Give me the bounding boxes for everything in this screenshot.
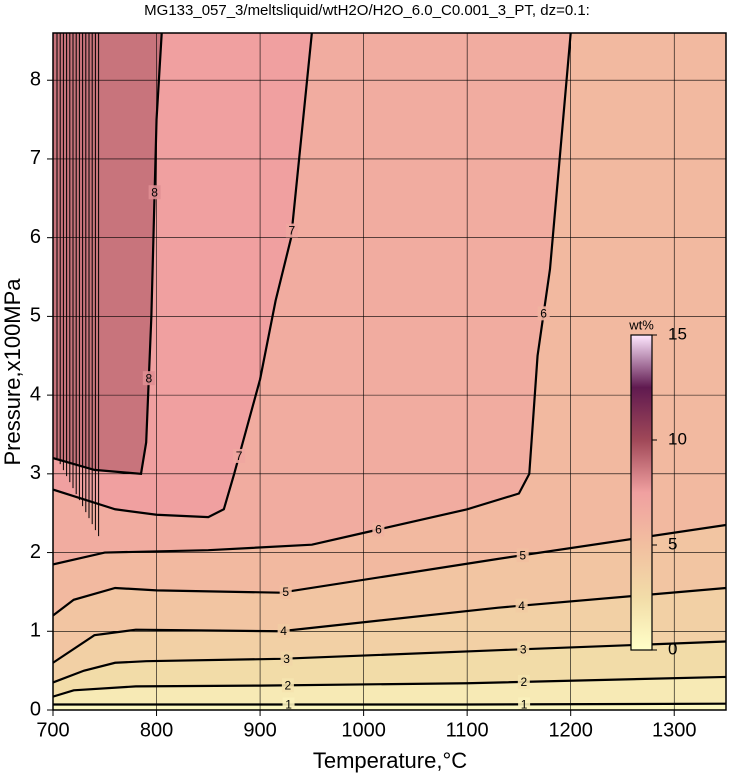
contour-label: 3 bbox=[283, 652, 290, 666]
contour-label-bg bbox=[285, 223, 298, 238]
contour-band bbox=[53, 33, 726, 710]
contour-label-bg bbox=[277, 623, 290, 638]
colorbar-label: wt% bbox=[628, 317, 654, 332]
chart-title: MG133_057_3/meltsliquid/wtH2O/H2O_6.0_C0… bbox=[144, 2, 590, 19]
contour-band bbox=[53, 33, 162, 474]
x-tick-label: 1300 bbox=[652, 719, 697, 741]
plot-frame bbox=[52, 32, 727, 711]
contour-label: 2 bbox=[285, 678, 292, 692]
x-tick-label: 900 bbox=[243, 719, 276, 741]
y-tick-label: 4 bbox=[30, 383, 41, 405]
x-tick-label: 700 bbox=[36, 719, 69, 741]
contour-line bbox=[53, 586, 726, 664]
contour-label-bg bbox=[142, 371, 155, 386]
contour-label: 2 bbox=[520, 675, 527, 689]
contour-line bbox=[53, 523, 726, 617]
contour-label-bg bbox=[537, 306, 550, 321]
x-tick-label: 1200 bbox=[548, 719, 593, 741]
colorbar-tick-label: 5 bbox=[668, 534, 677, 553]
contour-label: 7 bbox=[236, 449, 243, 463]
y-tick-label: 7 bbox=[30, 147, 41, 169]
contour-label-bg bbox=[280, 651, 293, 666]
contour-label-bg bbox=[282, 697, 295, 710]
colorbar-tick-label: 10 bbox=[668, 429, 687, 448]
contour-label-bg bbox=[279, 584, 292, 599]
x-tick-label: 1100 bbox=[446, 719, 489, 741]
contour-label: 6 bbox=[375, 523, 382, 537]
y-tick-label: 8 bbox=[30, 69, 41, 91]
contour-line bbox=[53, 702, 726, 706]
x-tick-label: 800 bbox=[140, 719, 173, 741]
contour-label: 8 bbox=[145, 371, 152, 385]
contour-label-bg bbox=[148, 185, 161, 200]
contour-line bbox=[53, 33, 163, 476]
contour-label: 8 bbox=[151, 185, 158, 199]
colorbar-tick-label: 0 bbox=[668, 639, 677, 658]
contour-label: 1 bbox=[521, 697, 528, 711]
contour-label: 5 bbox=[519, 548, 526, 562]
contour-band bbox=[53, 33, 726, 710]
contour-label-bg bbox=[517, 674, 530, 689]
colorbar-tick-label: 15 bbox=[668, 324, 687, 343]
y-tick-label: 5 bbox=[30, 305, 41, 327]
contour-line bbox=[53, 33, 313, 519]
contour-label: 4 bbox=[518, 599, 525, 613]
contour-label: 7 bbox=[289, 224, 296, 238]
contour-label-bg bbox=[372, 522, 385, 537]
contour-label-bg bbox=[233, 448, 246, 463]
y-tick-label: 6 bbox=[30, 226, 41, 248]
colorbar bbox=[630, 334, 653, 651]
contour-label-bg bbox=[516, 548, 529, 563]
contour-label-bg bbox=[281, 678, 294, 693]
contour-label-bg bbox=[515, 598, 528, 613]
y-axis-label: Pressure,x100MPa bbox=[0, 278, 25, 466]
contour-label: 1 bbox=[285, 698, 292, 712]
y-tick-label: 0 bbox=[30, 698, 41, 720]
contour-line bbox=[53, 33, 572, 566]
plot-area: 1 1 2 2 3 3 4 4 5 5 6 6 7 7 8 8 bbox=[53, 33, 726, 712]
contour-label: 4 bbox=[280, 624, 287, 638]
contour-label: 3 bbox=[520, 642, 527, 656]
contour-line bbox=[53, 640, 726, 684]
contour-label: 5 bbox=[282, 585, 289, 599]
contour-label-bg bbox=[517, 642, 530, 657]
x-axis-label: Temperature,°C bbox=[313, 748, 467, 773]
contour-label: 6 bbox=[540, 306, 547, 320]
contour-line bbox=[53, 675, 726, 698]
y-tick-label: 1 bbox=[30, 620, 41, 642]
y-tick-label: 2 bbox=[30, 541, 41, 563]
contour-label-bg bbox=[518, 697, 531, 710]
x-tick-label: 1000 bbox=[341, 719, 386, 741]
y-tick-label: 3 bbox=[30, 462, 41, 484]
overlay: 700 800 900 1000 1100 1200 1300012345678wt%051… bbox=[30, 32, 727, 741]
